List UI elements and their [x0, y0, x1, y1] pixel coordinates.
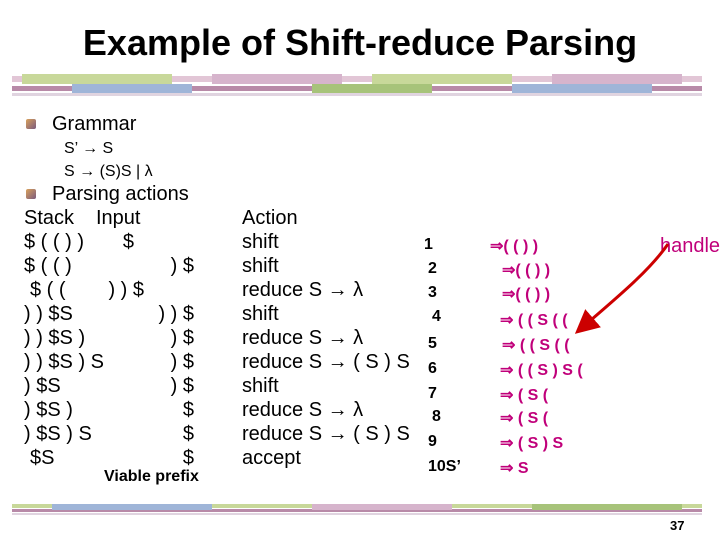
parsing-actions-heading: Parsing actions [52, 183, 189, 205]
step-number: 4 [432, 308, 441, 325]
step-number: 8 [432, 408, 441, 425]
slide-title: Example of Shift-reduce Parsing [82, 22, 638, 63]
step-number: 7 [428, 385, 437, 402]
action-cell: shift [242, 303, 279, 325]
step-number: 3 [428, 284, 437, 301]
derivation-step: ⇒ ( ( S ( ( [502, 337, 570, 354]
stack-cell: ) ) $S [24, 303, 73, 325]
step-number: 6 [428, 360, 437, 377]
action-header: Action [242, 207, 298, 229]
bullet-icon [26, 119, 36, 129]
stack-cell: ) ) $S ) S [24, 351, 105, 373]
step-number: 10S’ [428, 458, 461, 475]
derivation-step: ⇒ ( S ( [500, 387, 549, 404]
stack-cell: ) ) $S ) [24, 327, 86, 349]
input-cell: $ [122, 231, 134, 253]
viable-prefix-label: Viable prefix [104, 468, 199, 485]
step-number: 2 [428, 260, 437, 277]
handle-label: handle [660, 235, 720, 257]
action-cell: reduce S → λ [242, 327, 364, 349]
stack-cell: $ ( ( ) ) [24, 231, 84, 253]
input-cell: ) $ [170, 255, 194, 277]
stack-cell: $S [30, 447, 55, 469]
step-number: 5 [428, 335, 437, 352]
stack-cell: ) $S ) [24, 399, 73, 421]
derivation-step: ⇒ ( S ( [500, 410, 549, 427]
action-cell: reduce S → ( S ) S [242, 351, 410, 373]
derivation-step: ⇒ ( ( S ( ( [500, 312, 568, 329]
input-cell: $ [182, 399, 194, 421]
stack-cell: $ ( ( [30, 279, 66, 301]
grammar-rule-2: S → (S)S | λ [64, 163, 153, 180]
input-cell: ) $ [170, 375, 194, 397]
handle-arrow-icon [574, 243, 670, 334]
action-cell: shift [242, 231, 279, 253]
input-cell: ) ) $ [158, 303, 194, 325]
input-cell: ) ) $ [108, 279, 144, 301]
action-cell: shift [242, 255, 279, 277]
stack-cell: ) $S [24, 375, 61, 397]
grammar-heading: Grammar [52, 113, 137, 135]
step-number: 9 [428, 433, 437, 450]
footer-decoration [12, 504, 702, 515]
derivation-step: ⇒ S [500, 460, 529, 477]
input-header: Input [96, 207, 141, 229]
page-number: 37 [670, 518, 685, 533]
step-number: 1 [424, 236, 433, 253]
action-cell: shift [242, 375, 279, 397]
bullet-icon [26, 189, 36, 199]
derivation-step: ⇒ ( ( S ) S ( [500, 362, 583, 379]
stack-cell: $ ( ( ) [24, 255, 72, 277]
stack-header: Stack [24, 207, 75, 229]
action-cell: reduce S → λ [242, 399, 364, 421]
derivation-step: ⇒ ( S ) S [500, 435, 564, 452]
grammar-rule-1: S’ → S [64, 140, 114, 157]
input-cell: ) $ [170, 327, 194, 349]
action-cell: accept [242, 447, 301, 469]
input-cell: ) $ [170, 351, 194, 373]
derivation-step: ⇒( ( ) ) [502, 286, 551, 303]
header-decoration [12, 74, 702, 96]
derivation-step: ⇒( ( ) ) [490, 238, 539, 255]
derivation-step: ⇒( ( ) ) [502, 262, 551, 279]
stack-cell: ) $S ) S [24, 423, 92, 445]
action-cell: reduce S → λ [242, 279, 364, 301]
input-cell: $ [182, 423, 194, 445]
action-cell: reduce S → ( S ) S [242, 423, 410, 445]
input-cell: $ [182, 447, 194, 469]
